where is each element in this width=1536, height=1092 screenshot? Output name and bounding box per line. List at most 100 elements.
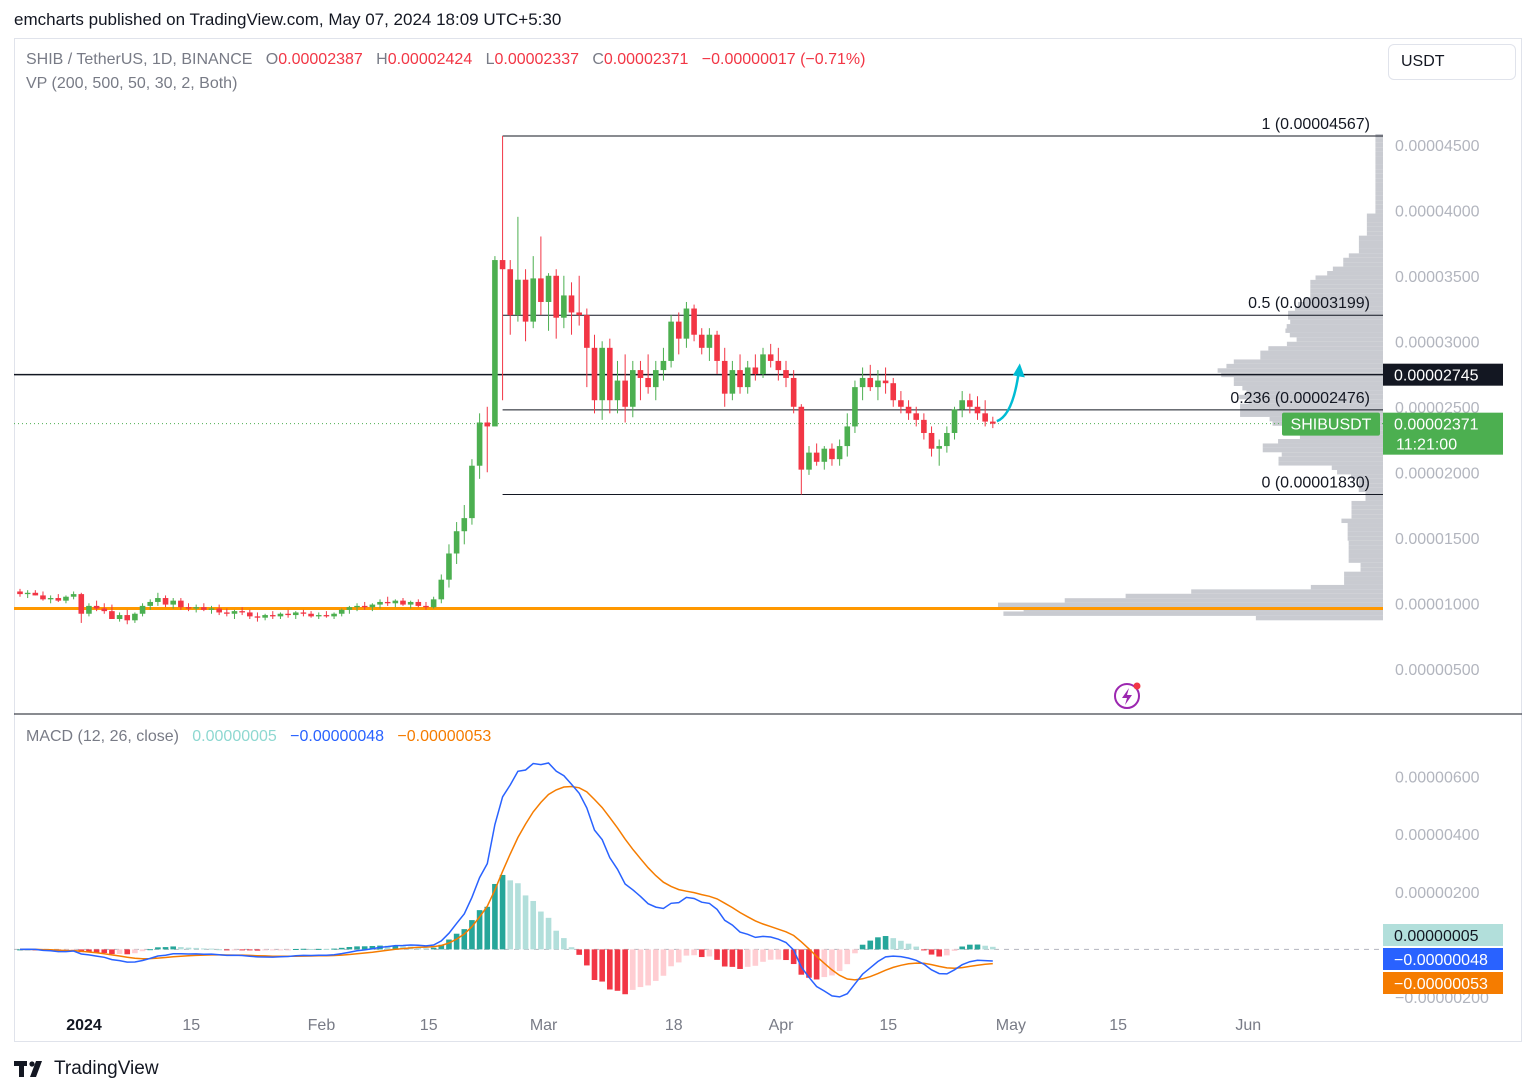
macd-histogram-bar [484,906,491,950]
candle-body [798,406,805,470]
volume-profile-bar [1348,549,1383,554]
time-tick-label: 15 [182,1017,200,1034]
volume-profile-bar [1358,478,1383,484]
macd-histogram-bar [729,949,736,967]
macd-histogram-bar [208,948,215,950]
time-tick-label: Mar [530,1017,558,1034]
fib-level-label: 1 (0.00004567) [1261,116,1370,133]
volume-profile-bar [1375,173,1383,179]
volume-profile-bar [1278,456,1383,462]
tradingview-logo[interactable]: TradingView [14,1058,159,1080]
volume-profile-bar [1278,461,1383,466]
candle-body [201,607,207,610]
macd-histogram-bar [622,949,628,995]
volume-profile-bar [1343,257,1383,263]
macd-histogram-bar [17,949,23,951]
volume-profile-bar [1358,483,1383,488]
ohlc-legend: SHIB / TetherUS, 1D, BINANCE O0.00002387… [26,51,865,69]
volume-profile-bar [1248,399,1383,404]
projection-arrow [996,371,1021,423]
macd-histogram-bar [982,945,988,950]
macd-histogram-bar [944,949,950,956]
candle-body [469,465,475,519]
macd-histogram-bar [913,946,920,950]
candle-body [553,275,559,318]
macd-histogram-bar [607,949,613,990]
candle-body [928,432,935,449]
candle-body [224,612,230,614]
volume-profile-bar [1260,350,1383,356]
candle-body [162,598,169,605]
macd-histogram-bar [315,948,322,950]
candle-body [446,553,452,580]
currency-button[interactable]: USDT [1388,44,1516,80]
symbol-label: SHIB / TetherUS, 1D, BINANCE [26,51,253,68]
volume-profile-bar [1351,505,1383,510]
macd-histogram-bar [974,944,981,950]
candle-body [576,312,582,316]
candle-body [70,594,77,597]
macd-histogram-bar [637,949,644,988]
volume-profile-bar [1296,337,1383,342]
volume-profile-bar [1337,469,1383,475]
macd-histogram-bar [683,949,690,956]
price-tick-label: 0.00001000 [1395,596,1480,613]
candle-body [683,308,690,339]
macd-line-tag [1383,948,1503,970]
candle-body [361,605,368,608]
low-value: 0.00002337 [494,51,579,68]
macd-histogram-bar [446,939,452,950]
candle-body [47,598,54,600]
macd-histogram-bar [921,949,927,951]
volume-profile-bar [1347,523,1383,528]
macd-histogram-bar [132,949,138,954]
candle-body [568,295,575,313]
macd-histogram-bar [538,911,544,950]
alert-icon [1114,683,1140,709]
macd-signal-line [19,785,993,981]
macd-tick-label: −0.00000200 [1395,990,1489,1007]
high-value: 0.00002424 [387,51,473,68]
fib-level-label: 0.236 (0.00002476) [1230,390,1370,407]
volume-profile-bar [1344,580,1383,585]
fib-level-label: 0 (0.00001830) [1261,475,1370,492]
volume-profile-bar [1366,231,1383,236]
volume-profile-bar [1278,439,1383,444]
candle-body [109,611,115,619]
volume-profile-bar [1347,531,1383,537]
volume-profile-bar [1344,571,1383,577]
volume-profile-bar [1226,363,1383,369]
candle-body [561,295,567,318]
candle-body [530,278,537,322]
macd-histogram-bar [714,949,720,960]
macd-histogram-bar [269,949,276,951]
macd-histogram-bar [844,949,851,965]
volume-profile-bar [1360,567,1383,572]
macd-histogram-bar [193,947,199,950]
candle-body [63,596,69,601]
candle-body [744,367,751,388]
volume-profile-bar [1366,213,1383,218]
volume-profile-bar [1375,138,1383,143]
macd-hist-tag-label: 0.00000005 [1394,928,1479,945]
candle-body [760,354,766,375]
candle-body [430,599,437,608]
candle-body [721,360,728,394]
candle-body [875,380,881,388]
candle-body [423,605,429,608]
candle-body [660,360,667,371]
candle-body [698,334,705,348]
candle-body [438,579,445,600]
open-value: 0.00002387 [278,51,363,68]
macd-histogram-bar [346,947,353,950]
volume-profile-bar [1255,615,1383,621]
volume-profile-bar [1246,390,1383,395]
volume-profile-bar [1351,514,1383,519]
macd-histogram-bar [453,933,460,950]
vp-legend: VP (200, 500, 50, 30, 2, Both) [26,75,238,92]
candle-body [905,406,912,414]
candle-body [630,370,636,407]
macd-histogram-bar [668,949,674,967]
candle-body [369,604,376,608]
